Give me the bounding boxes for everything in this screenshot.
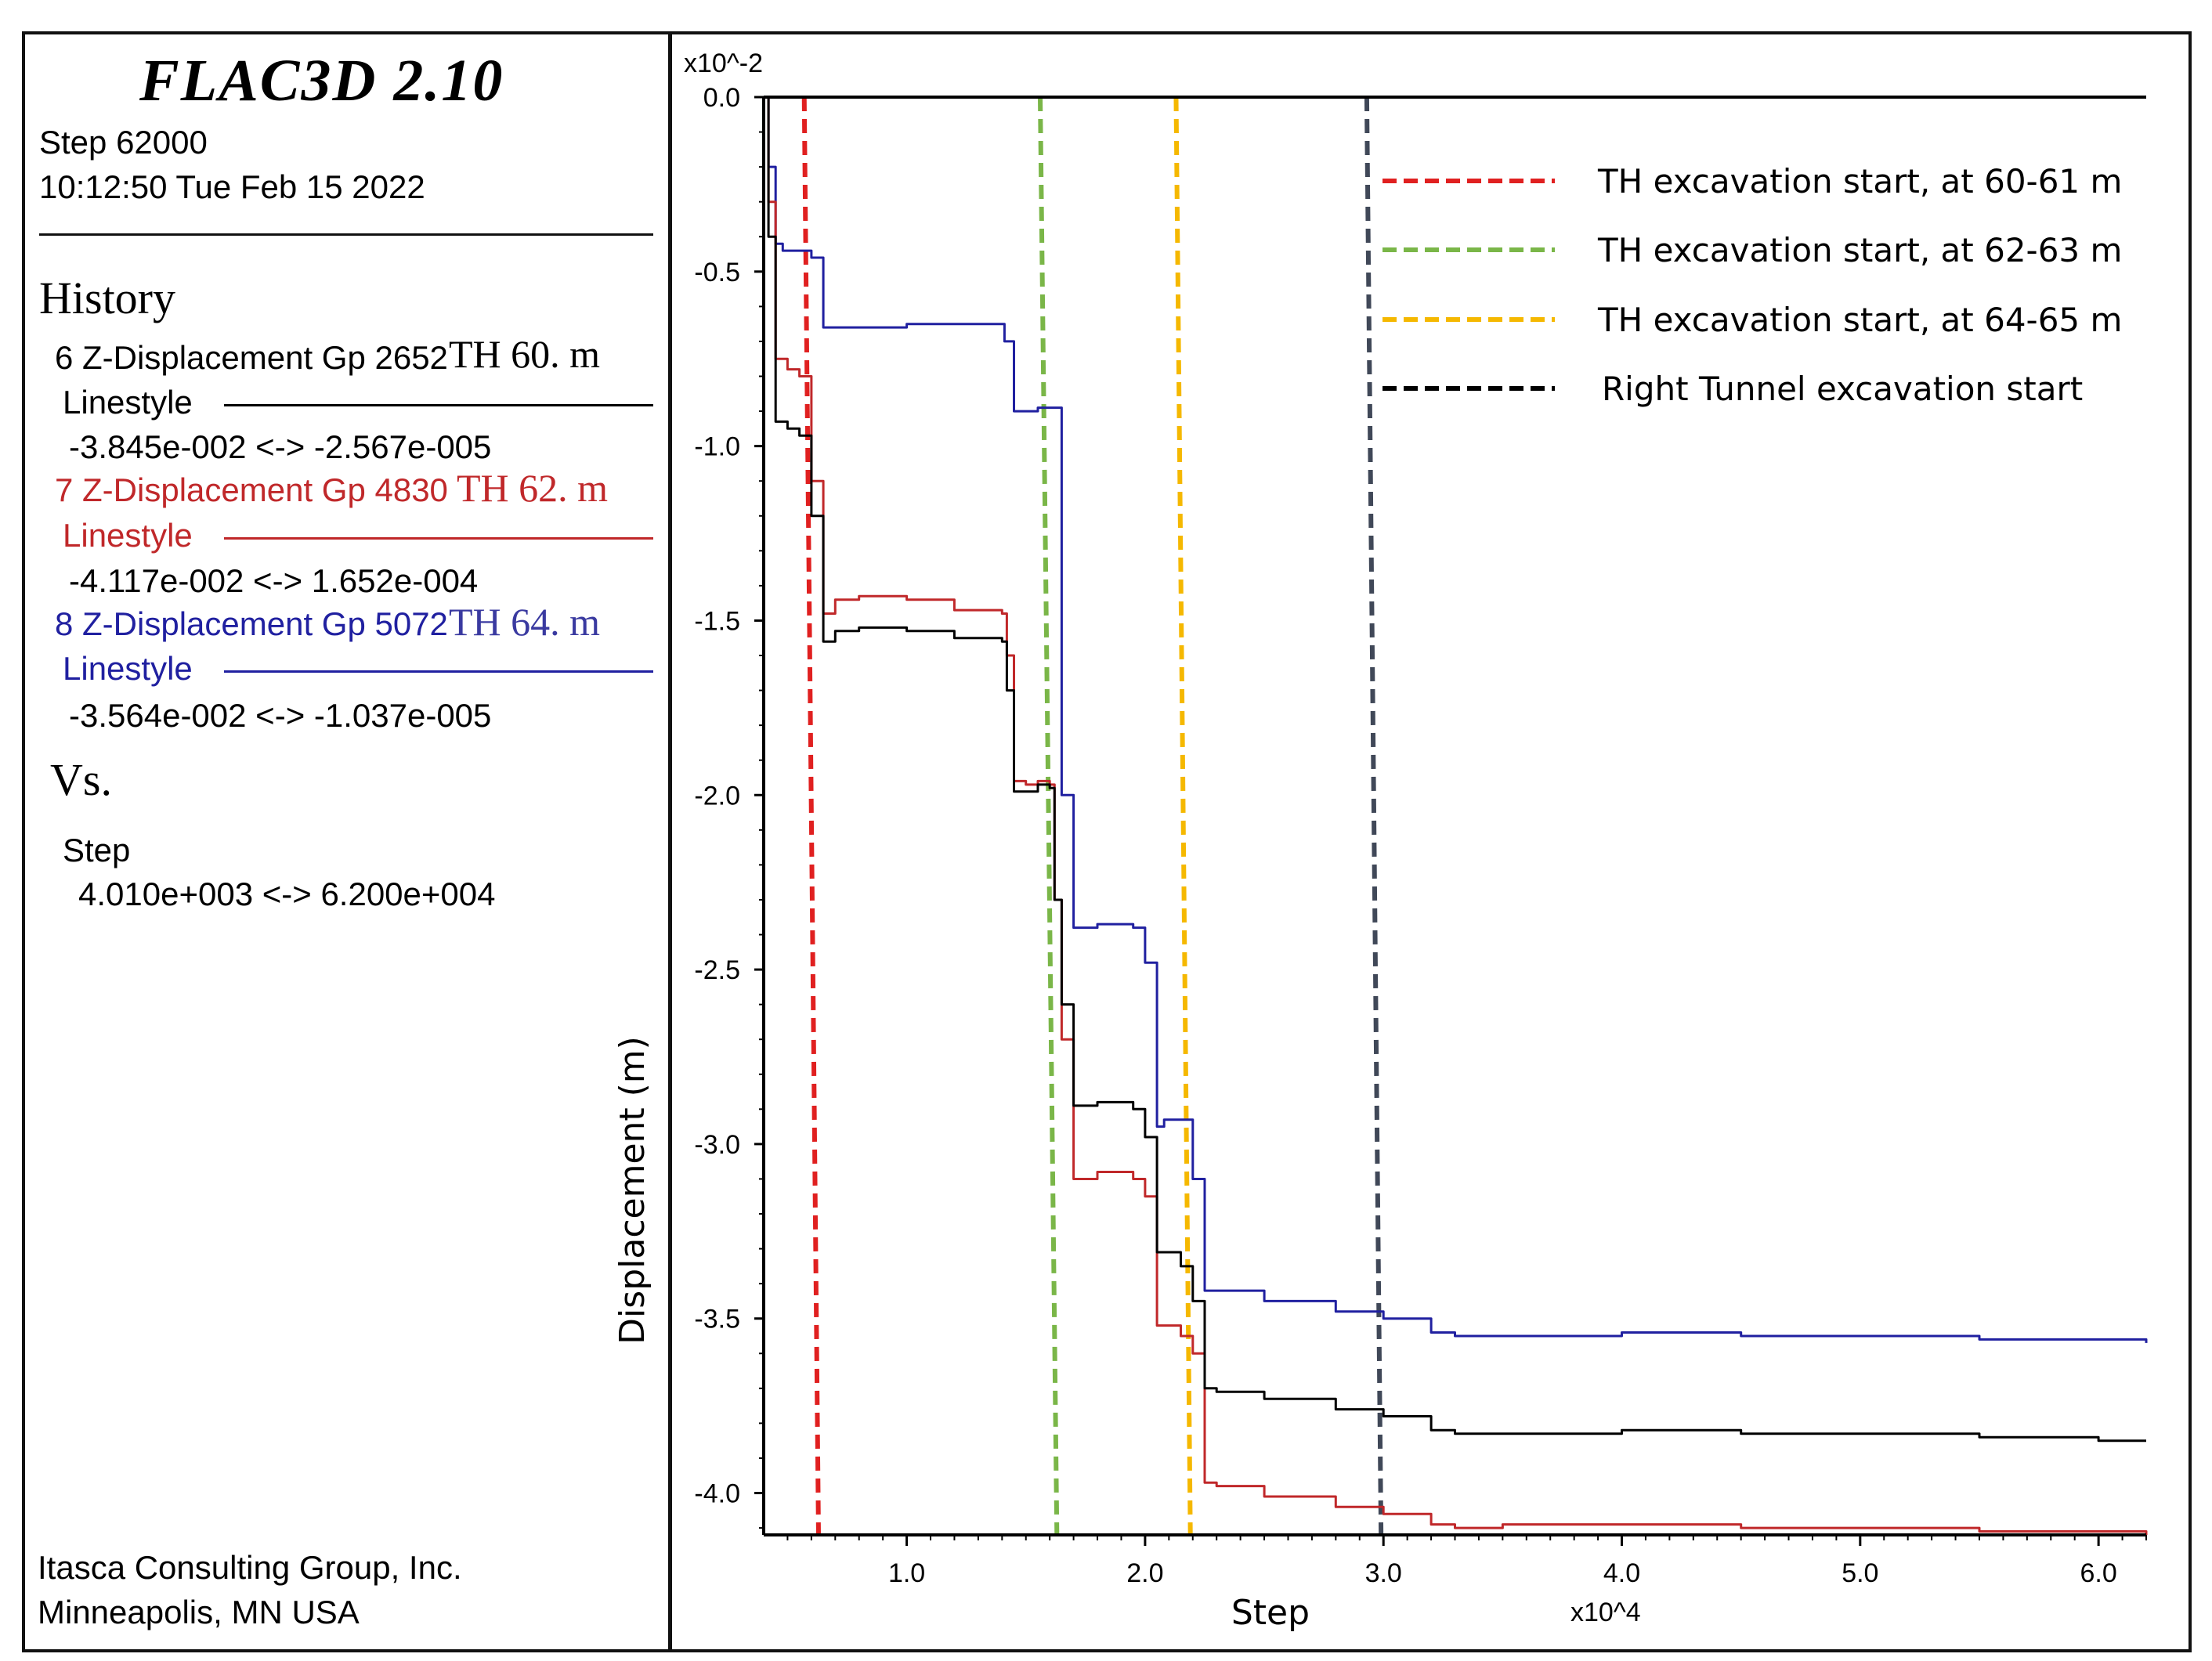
y-tick-label: -4.0 <box>694 1479 740 1509</box>
legend-label-3: TH excavation start, at 64-65 m <box>1597 301 2122 339</box>
history-entry-8-linestyle: Linestyle <box>63 650 193 687</box>
app-title: FLAC3D 2.10 <box>139 48 504 114</box>
history-entry-6-label: 6 Z-Displacement Gp 2652 <box>55 339 448 376</box>
x-tick-label: 3.0 <box>1365 1558 1402 1588</box>
history-entry-6-line-sample <box>224 404 653 406</box>
series-line-3 <box>764 96 2146 1443</box>
history-panel: FLAC3D 2.10 Step 62000 10:12:50 Tue Feb … <box>22 31 672 1652</box>
vs-label: Step <box>63 832 131 868</box>
x-tick-label: 1.0 <box>888 1558 925 1588</box>
history-entry-7-linestyle: Linestyle <box>63 517 193 554</box>
y-tick-label: -2.5 <box>694 955 740 985</box>
x-tick-label: 6.0 <box>2080 1558 2117 1588</box>
history-entry-8-tag: TH 64. m <box>449 600 601 644</box>
y-tick-label: -0.5 <box>694 258 740 287</box>
x-axis-label: Step <box>1231 1593 1310 1633</box>
series-line-2 <box>764 96 2148 1535</box>
history-entry-8-label: 8 Z-Displacement Gp 5072 <box>55 605 448 642</box>
vs-heading: Vs. <box>50 754 112 805</box>
y-multiplier: x10^-2 <box>684 49 763 78</box>
timestamp: 10:12:50 Tue Feb 15 2022 <box>39 168 425 205</box>
figure-frame <box>22 31 2192 1652</box>
y-tick-label: -3.0 <box>694 1130 740 1160</box>
company-name: Itasca Consulting Group, Inc. <box>38 1549 462 1586</box>
y-axis-label: Displacement (m) <box>613 1036 652 1345</box>
legend-label-2: TH excavation start, at 62-63 m <box>1597 231 2122 269</box>
history-entry-8-line-sample <box>224 670 653 673</box>
vs-range: 4.010e+003 <-> 6.200e+004 <box>78 876 496 912</box>
y-tick-label: -1.0 <box>694 432 740 462</box>
history-entry-6-range: -3.845e-002 <-> -2.567e-005 <box>69 428 492 465</box>
company-location: Minneapolis, MN USA <box>38 1594 360 1630</box>
x-tick-label: 4.0 <box>1603 1558 1640 1588</box>
legend-label-1: TH excavation start, at 60-61 m <box>1597 162 2122 200</box>
x-tick-label: 2.0 <box>1126 1558 1163 1588</box>
event-line-3 <box>1173 96 1193 1536</box>
history-heading: History <box>39 273 175 323</box>
legend-label-4: Right Tunnel excavation start <box>1602 370 2083 408</box>
y-tick-label: -1.5 <box>694 606 740 636</box>
history-entry-8-range: -3.564e-002 <-> -1.037e-005 <box>69 697 492 734</box>
history-entry-6-linestyle: Linestyle <box>63 384 193 421</box>
series-line-1 <box>764 96 2148 1343</box>
history-entry-7-label: 7 Z-Displacement Gp 4830 <box>55 471 448 508</box>
y-tick-label: -2.0 <box>694 781 740 811</box>
header-divider <box>39 233 653 236</box>
x-multiplier: x10^4 <box>1570 1598 1641 1627</box>
history-entry-7-range: -4.117e-002 <-> 1.652e-004 <box>69 562 479 599</box>
step-line: Step 62000 <box>39 124 208 161</box>
y-tick-label: 0.0 <box>703 83 740 113</box>
x-tick-label: 5.0 <box>1842 1558 1878 1588</box>
y-tick-label: -3.5 <box>694 1305 740 1334</box>
history-entry-7-tag: TH 62. m <box>457 466 609 510</box>
history-entry-6-tag: TH 60. m <box>449 332 601 376</box>
event-line-1 <box>801 96 821 1536</box>
history-entry-7-line-sample <box>224 537 653 540</box>
event-line-4 <box>1364 96 1384 1536</box>
